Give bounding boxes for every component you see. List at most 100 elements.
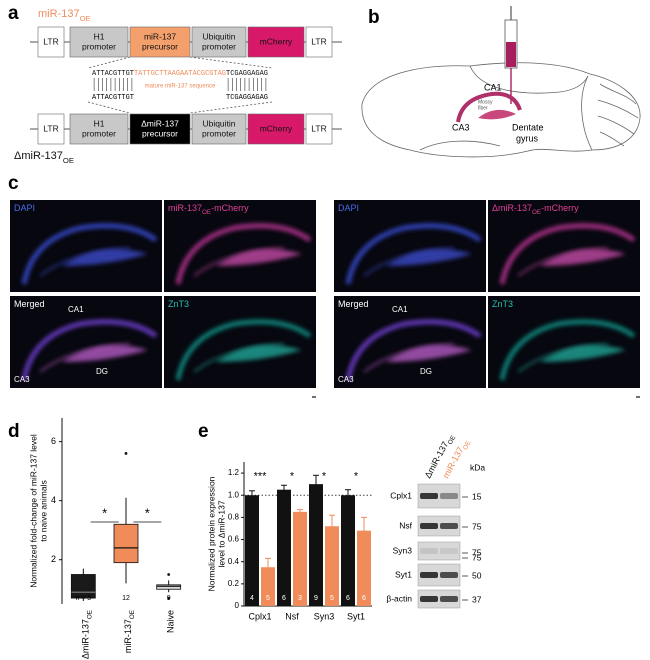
hippocampus bbox=[456, 91, 522, 123]
kda-value: 15 bbox=[472, 491, 482, 501]
cornu-signal bbox=[499, 319, 636, 381]
kda-value: 37 bbox=[472, 594, 482, 604]
n-label: 9 bbox=[167, 595, 171, 602]
region-label: CA1 bbox=[484, 82, 502, 92]
image-label-part: OE bbox=[202, 209, 211, 216]
micrograph: ZnT3 bbox=[488, 296, 640, 388]
construct-name-part: OE bbox=[63, 156, 74, 165]
element-label: promoter bbox=[82, 128, 116, 138]
construct-element bbox=[191, 26, 247, 58]
image-bg bbox=[10, 200, 162, 292]
micrograph: Merged CA1 CA3 DG bbox=[334, 296, 486, 388]
box bbox=[156, 584, 182, 590]
region-label: Dentate bbox=[512, 122, 544, 132]
layer-signal bbox=[363, 343, 455, 373]
element-label: LTR bbox=[311, 36, 326, 46]
cornu-signal bbox=[21, 319, 158, 381]
guide bbox=[87, 56, 131, 69]
kda-value: 50 bbox=[472, 570, 482, 580]
blot-strip bbox=[417, 541, 461, 561]
image-label: ZnT3 bbox=[168, 299, 189, 309]
x-tick-label: Cplx1 bbox=[248, 611, 271, 621]
layer-signal bbox=[39, 247, 131, 277]
image-label: ZnT3 bbox=[492, 299, 513, 309]
micrograph: miR-137OE-mCherry bbox=[164, 200, 316, 292]
panel-label: c bbox=[8, 173, 19, 194]
image-label: miR-137OE-mCherry bbox=[168, 203, 249, 216]
n-label: 6 bbox=[282, 595, 286, 602]
blot-row-label: Nsf bbox=[399, 520, 412, 530]
construct-element bbox=[305, 26, 333, 58]
region-label: DG bbox=[420, 367, 432, 376]
dg-signal bbox=[216, 249, 302, 266]
kda-value: 75 bbox=[472, 521, 482, 531]
blot-row-label: β-actin bbox=[386, 593, 412, 603]
bar bbox=[309, 484, 323, 606]
kda-value: 75 bbox=[472, 547, 482, 557]
sequence: TCGAGGAGAG bbox=[226, 94, 268, 102]
dg-signal bbox=[216, 345, 302, 362]
image-label-part: Merged bbox=[14, 299, 45, 309]
guide bbox=[87, 101, 131, 114]
image-bg bbox=[488, 200, 640, 292]
box bbox=[113, 523, 139, 564]
cornu-signal bbox=[175, 223, 312, 285]
sequence: TATTGCTTAAGAATACGCGTAG bbox=[134, 70, 226, 78]
x-tick-label: Naive bbox=[166, 610, 176, 633]
construct-element bbox=[305, 113, 333, 145]
bar bbox=[277, 489, 291, 606]
image-label: Merged bbox=[338, 299, 369, 309]
construct-name-part: miR-137 bbox=[38, 8, 80, 20]
construct-name-part: OE bbox=[80, 14, 91, 23]
y-axis-label: to naive animals bbox=[38, 480, 48, 541]
brain-schematic bbox=[361, 62, 641, 158]
x-tick-label: Nsf bbox=[285, 611, 299, 621]
outlier bbox=[167, 596, 171, 600]
significance: * bbox=[102, 505, 107, 520]
dg-signal bbox=[386, 345, 472, 362]
construct-name: miR-137OE bbox=[38, 8, 91, 23]
lane-label-part: OE bbox=[462, 440, 472, 451]
image-label: DAPI bbox=[338, 203, 359, 213]
image-label-part: ΔmiR-137 bbox=[492, 203, 532, 213]
region-label: fiber bbox=[478, 105, 488, 111]
blot-row-label: Syn3 bbox=[393, 545, 413, 555]
blot-row-label: Cplx1 bbox=[390, 490, 412, 500]
element-label: H1 bbox=[94, 31, 105, 41]
y-tick-label: 1.2 bbox=[228, 468, 240, 477]
micrograph: DAPI bbox=[10, 200, 162, 292]
mature-label: mature miR-137 sequence bbox=[145, 84, 216, 90]
kda-label: kDa bbox=[470, 462, 485, 472]
element-label: miR-137 bbox=[144, 31, 176, 41]
region-label: Mossy bbox=[478, 99, 493, 105]
sequence: TCGAGGAGAG bbox=[226, 70, 268, 78]
layer-signal bbox=[193, 343, 285, 373]
region-label: CA3 bbox=[338, 375, 354, 384]
construct-element bbox=[69, 26, 129, 58]
element-label: promoter bbox=[202, 41, 236, 51]
region-label: gyrus bbox=[516, 133, 539, 143]
y-tick-label: 0.4 bbox=[228, 557, 240, 566]
sequence: ATTACGTTGT bbox=[92, 70, 134, 78]
significance: * bbox=[322, 470, 327, 482]
x-tick-label-part: miR-137 bbox=[123, 619, 133, 653]
element-label: precursor bbox=[142, 128, 178, 138]
image-label: DAPI bbox=[14, 203, 35, 213]
image-bg bbox=[334, 200, 486, 292]
cornu-signal bbox=[345, 319, 482, 381]
n-label: 4 bbox=[250, 595, 254, 602]
n-label: 6 bbox=[362, 595, 366, 602]
construct-element bbox=[37, 26, 65, 58]
blot-band bbox=[420, 523, 438, 529]
blot-band bbox=[420, 572, 438, 578]
blot-band bbox=[440, 572, 458, 578]
image-label-part: miR-137 bbox=[168, 203, 202, 213]
micrograph: ΔmiR-137OE-mCherry bbox=[488, 200, 640, 292]
cornu-signal bbox=[21, 223, 158, 285]
image-label-part: DAPI bbox=[338, 203, 359, 213]
y-tick-label: 0 bbox=[235, 601, 240, 610]
significance: * bbox=[290, 470, 295, 482]
n-label: n = 5 bbox=[75, 595, 91, 602]
blot-band bbox=[420, 596, 438, 602]
dg-signal bbox=[386, 249, 472, 266]
